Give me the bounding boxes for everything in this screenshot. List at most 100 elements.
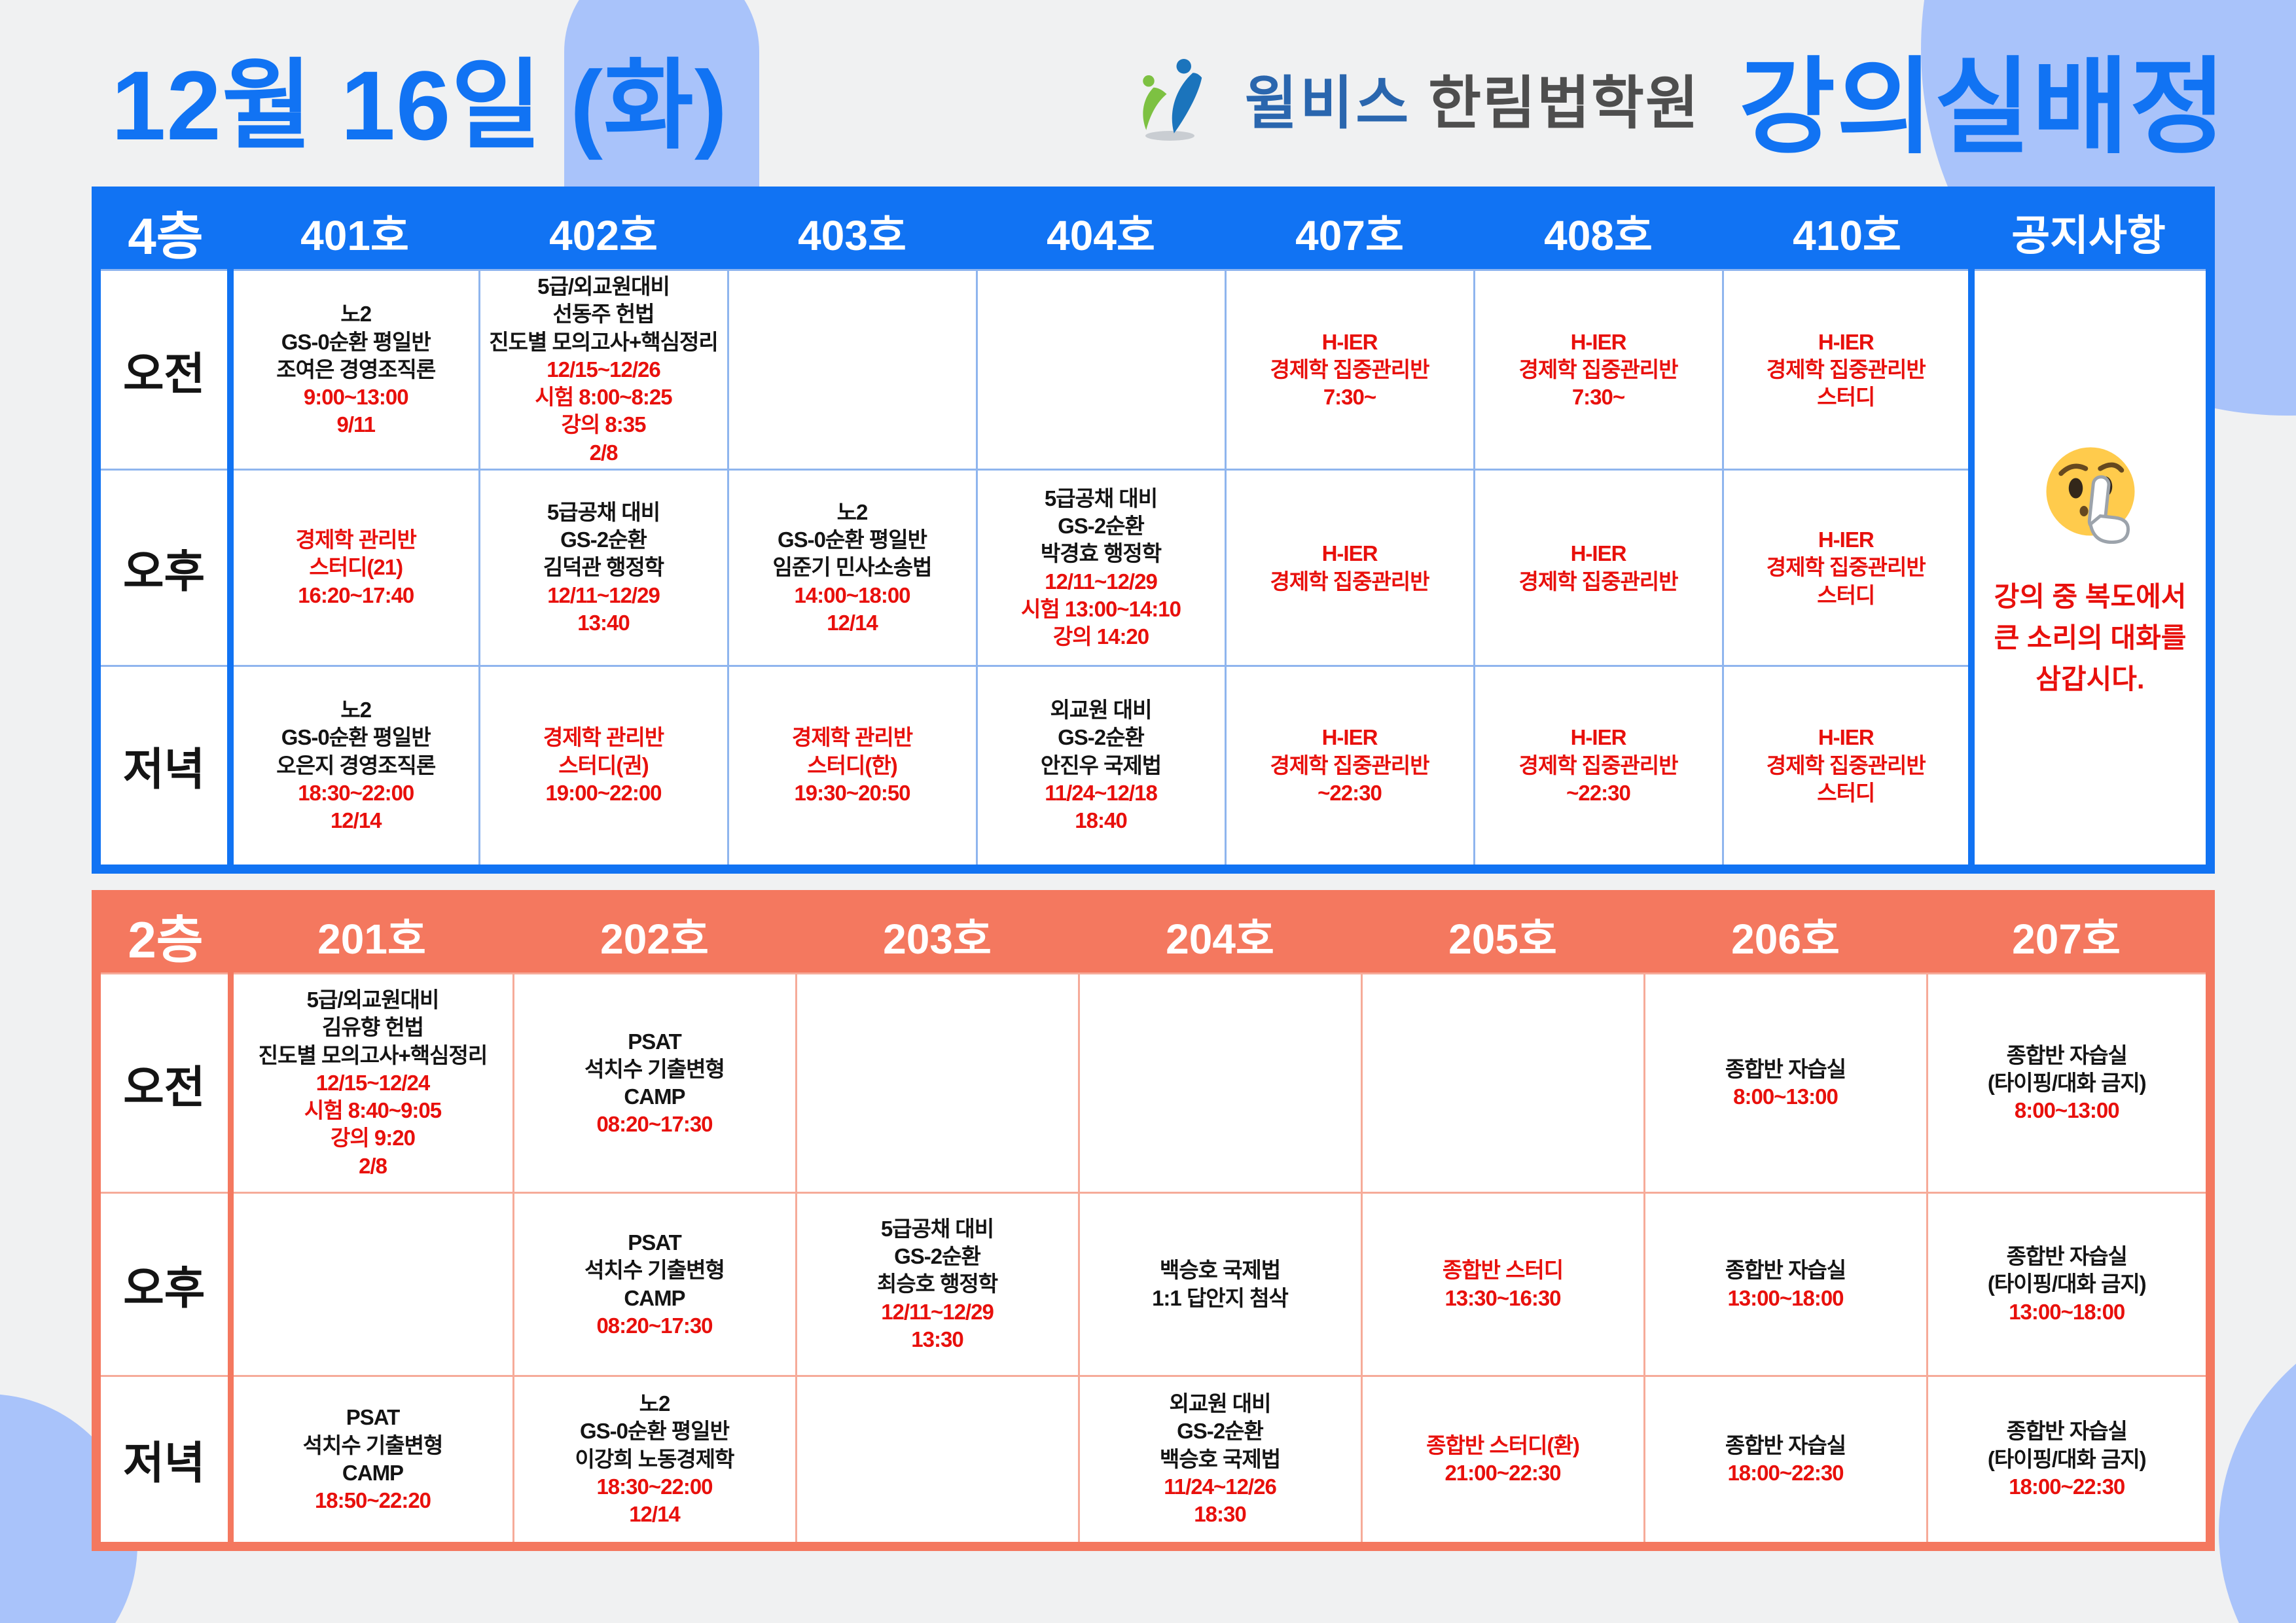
time-slot-label-저녁: 저녁	[95, 1375, 234, 1547]
cell-402호-오전: 5급/외교원대비 선동주 헌법 진도별 모의고사+핵심정리 12/15~12/26 시험…	[478, 269, 729, 471]
notice-line: 삼갑시다.	[2036, 663, 2145, 694]
brand-name-primary: 윌비스	[1244, 70, 1412, 135]
schedule-line: (타이핑/대화 금지)	[1987, 1272, 2147, 1296]
willbis-logo-icon	[1143, 59, 1202, 141]
schedule-line: 경제학 집중관리반	[1766, 357, 1926, 382]
schedule-line: H-IER	[1570, 329, 1627, 354]
schedule-line: 석치수 기출변형	[302, 1433, 444, 1457]
schedule-line: 시험 8:00~8:25	[535, 385, 672, 410]
schedule-line: ~22:30	[1318, 780, 1382, 805]
schedule-line: 18:40	[1075, 808, 1127, 833]
cell-401호-오전: 노2 GS-0순환 평일반 조여은 경영조직론 9:00~13:00 9/11	[229, 269, 480, 471]
cell-207호-오후: 종합반 자습실 (타이핑/대화 금지) 13:00~18:00	[1926, 1192, 2212, 1377]
schedule-line: 13:00~18:00	[1727, 1285, 1844, 1310]
cell-410호-오후: H-IER 경제학 집중관리반 스터디	[1721, 469, 1973, 667]
shushing-face-icon	[2046, 447, 2134, 544]
schedule-line: 김덕관 행정학	[543, 555, 664, 580]
schedule-line: 18:30~22:00	[596, 1474, 713, 1499]
schedule-line: H-IER	[1570, 725, 1627, 750]
notice-header: 공지사항	[1971, 191, 2210, 270]
schedule-line: 강의 14:20	[1052, 624, 1149, 649]
schedule-line: 노2	[340, 302, 372, 327]
time-slot-label-오전: 오전	[95, 269, 234, 471]
schedule-line: H-IER	[1818, 725, 1874, 750]
cell-407호-오후: H-IER 경제학 집중관리반	[1224, 469, 1475, 667]
room-header-203호: 203호	[796, 895, 1079, 974]
schedule-line: 경제학 집중관리반	[1518, 569, 1678, 594]
page-headline: 강의실배정	[1738, 48, 2227, 166]
schedule-table-2f: 2층 201호 202호 203호 204호 205호 206호 207호 오전 5급/외교원대비…	[92, 890, 2215, 1551]
schedule-line: 석치수 기출변형	[584, 1258, 725, 1283]
schedule-line: 12/11~12/29	[1045, 569, 1158, 594]
schedule-line: 7:30~	[1323, 385, 1376, 410]
schedule-line: 스터디(한)	[807, 753, 897, 777]
schedule-line: 노2	[836, 499, 869, 524]
schedule-line: 경제학 집중관리반	[1270, 357, 1429, 382]
floor-label-2f: 2층	[96, 895, 230, 974]
schedule-line: 스터디	[1817, 780, 1875, 805]
schedule-line: 백승호 국제법	[1159, 1258, 1281, 1283]
schedule-line: 13:30~16:30	[1444, 1285, 1561, 1310]
schedule-line: GS-0순환 평일반	[778, 527, 927, 552]
schedule-line: 안진우 국제법	[1040, 753, 1162, 777]
schedule-line: 이강희 노동경제학	[575, 1446, 734, 1471]
schedule-line: 12/14	[827, 610, 878, 635]
schedule-line: H-IER	[1570, 541, 1627, 566]
schedule-line: 5급공채 대비	[547, 499, 660, 524]
schedule-line: 외교원 대비	[1169, 1391, 1272, 1416]
schedule-line: 시험 13:00~14:10	[1021, 596, 1181, 621]
schedule-line: PSAT	[628, 1230, 682, 1255]
schedule-line: GS-0순환 평일반	[281, 725, 431, 750]
cell-203호-저녁	[795, 1375, 1080, 1547]
cell-404호-오후: 5급공채 대비 GS-2순환 박경효 행정학 12/11~12/29 시험 13:00~…	[975, 469, 1227, 667]
cell-206호-저녁: 종합반 자습실 18:00~22:30	[1643, 1375, 1928, 1547]
cell-202호-저녁: 노2 GS-0순환 평일반 이강희 노동경제학 18:30~22:00 12/14	[512, 1375, 797, 1547]
cell-201호-저녁: PSAT 석치수 기출변형 CAMP 18:50~22:20	[229, 1375, 514, 1547]
schedule-line: 12/11~12/29	[547, 582, 660, 607]
cell-206호-오후: 종합반 자습실 13:00~18:00	[1643, 1192, 1928, 1377]
schedule-line: 18:50~22:20	[314, 1488, 431, 1512]
cell-403호-오전	[726, 269, 978, 471]
schedule-line: ~22:30	[1566, 780, 1631, 805]
schedule-line: 최승호 행정학	[876, 1272, 998, 1296]
schedule-line: 강의 8:35	[561, 412, 647, 437]
schedule-line: 종합반 자습실	[1725, 1258, 1846, 1283]
schedule-line: 경제학 관리반	[543, 725, 664, 750]
time-slot-label-오전: 오전	[95, 972, 234, 1194]
schedule-line: 11/24~12/18	[1045, 780, 1158, 805]
schedule-line: 13:40	[577, 610, 630, 635]
schedule-line: 스터디(권)	[558, 753, 649, 777]
schedule-line: 석치수 기출변형	[584, 1056, 725, 1081]
schedule-line: GS-0순환 평일반	[580, 1419, 730, 1444]
schedule-line: 경제학 집중관리반	[1270, 753, 1429, 777]
schedule-line: 5급/외교원대비	[306, 988, 440, 1012]
schedule-line: 경제학 집중관리반	[1766, 753, 1926, 777]
room-header-204호: 204호	[1079, 895, 1361, 974]
schedule-line: GS-2순환	[1177, 1419, 1264, 1444]
cell-201호-오후	[229, 1192, 514, 1377]
room-header-207호: 207호	[1927, 895, 2210, 974]
notice-text: 강의 중 복도에서 큰 소리의 대화를 삼갑시다.	[1994, 576, 2187, 700]
schedule-line: 종합반 자습실	[1725, 1433, 1846, 1457]
cell-202호-오전: PSAT 석치수 기출변형 CAMP 08:20~17:30	[512, 972, 797, 1194]
schedule-line: 08:20~17:30	[596, 1313, 713, 1338]
cell-201호-오전: 5급/외교원대비 김유향 헌법 진도별 모의고사+핵심정리 12/15~12/24 시험…	[229, 972, 514, 1194]
cell-204호-저녁: 외교원 대비 GS-2순환 백승호 국제법 11/24~12/26 18:30	[1077, 1375, 1363, 1547]
schedule-line: 임준기 민사소송법	[772, 555, 932, 580]
schedule-line: 경제학 집중관리반	[1518, 357, 1678, 382]
schedule-line: GS-2순환	[1058, 725, 1145, 750]
time-slot-label-오후: 오후	[95, 469, 234, 667]
notice-line: 큰 소리의 대화를	[1994, 622, 2187, 653]
time-slot-label-저녁: 저녁	[95, 665, 234, 870]
schedule-line: 조여은 경영조직론	[276, 357, 436, 382]
schedule-line: 5급공채 대비	[880, 1216, 994, 1241]
schedule-line: 8:00~13:00	[2014, 1098, 2120, 1123]
cell-204호-오전	[1077, 972, 1363, 1194]
cell-402호-오후: 5급공채 대비 GS-2순환 김덕관 행정학 12/11~12/29 13:40	[478, 469, 729, 667]
cell-207호-저녁: 종합반 자습실 (타이핑/대화 금지) 18:00~22:30	[1926, 1375, 2212, 1547]
schedule-line: PSAT	[628, 1029, 682, 1054]
schedule-line: 14:00~18:00	[794, 582, 910, 607]
schedule-line: 5급공채 대비	[1044, 486, 1158, 510]
schedule-line: 12/14	[629, 1502, 681, 1527]
room-header-410호: 410호	[1723, 191, 1971, 270]
